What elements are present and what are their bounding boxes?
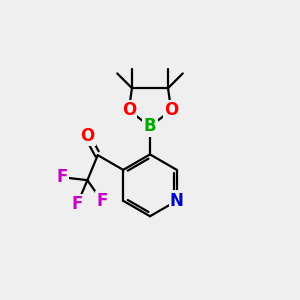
Text: F: F bbox=[57, 168, 68, 186]
Text: N: N bbox=[170, 192, 184, 210]
Text: O: O bbox=[164, 101, 178, 119]
Text: O: O bbox=[80, 127, 94, 145]
Text: F: F bbox=[97, 192, 108, 210]
Text: O: O bbox=[122, 101, 136, 119]
Text: F: F bbox=[71, 195, 83, 213]
Text: B: B bbox=[144, 117, 156, 135]
